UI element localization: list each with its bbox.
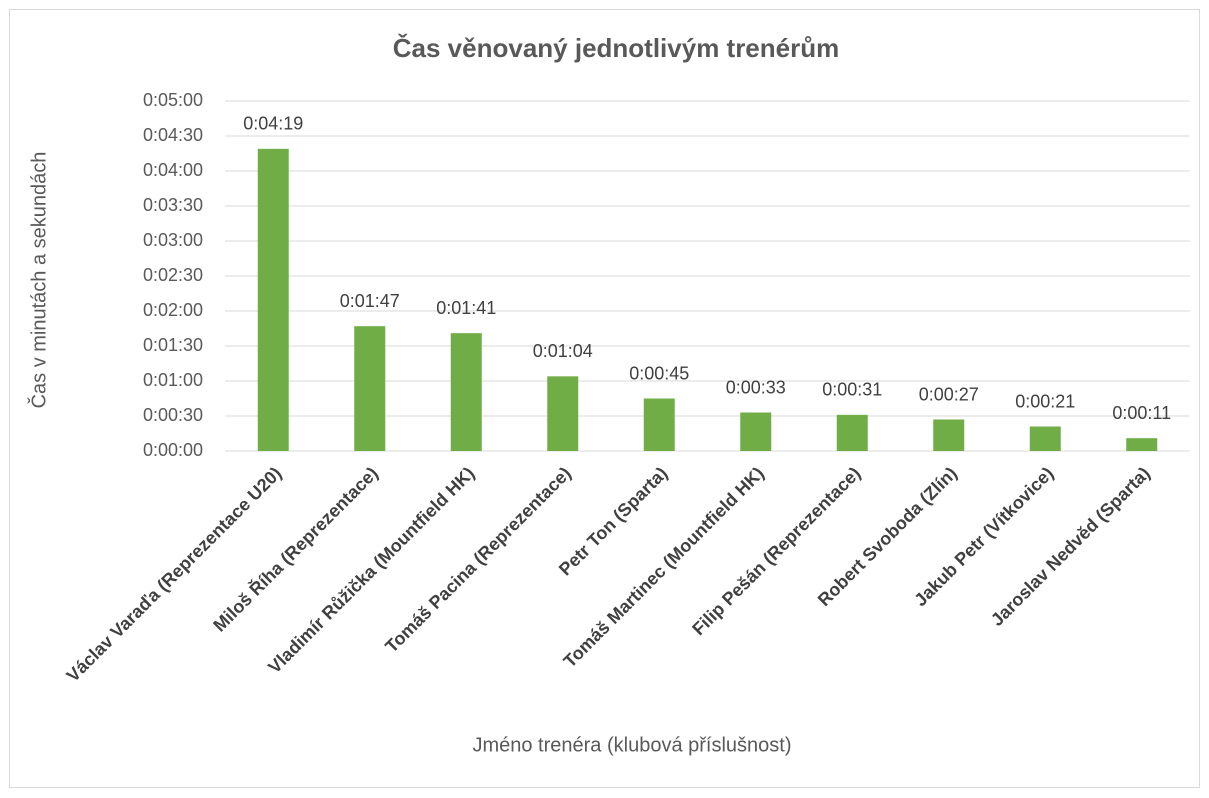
bar: [933, 419, 965, 451]
bar: [1126, 438, 1158, 451]
y-tick-label: 0:05:00: [143, 90, 203, 110]
bar: [1029, 426, 1061, 451]
value-label: 0:00:21: [1015, 391, 1075, 411]
bar: [354, 326, 386, 451]
y-tick-label: 0:04:00: [143, 160, 203, 180]
y-tick-label: 0:02:30: [143, 265, 203, 285]
y-tick-label: 0:01:00: [143, 370, 203, 390]
bar: [740, 412, 772, 451]
value-label: 0:00:45: [629, 363, 689, 383]
chart-title: Čas věnovaný jednotlivým trenérům: [393, 33, 839, 63]
chart-border: [9, 9, 1200, 788]
y-tick-label: 0:03:00: [143, 230, 203, 250]
y-tick-label: 0:01:30: [143, 335, 203, 355]
y-axis-label: Čas v minutách a sekundách: [27, 152, 50, 409]
bar: [836, 414, 868, 451]
value-label: 0:00:33: [726, 377, 786, 397]
value-label: 0:04:19: [243, 114, 303, 134]
value-label: 0:01:47: [340, 291, 400, 311]
bar: [450, 333, 482, 451]
value-label: 0:00:11: [1112, 403, 1171, 423]
value-label: 0:01:41: [436, 298, 496, 318]
x-axis-label: Jméno trenéra (klubová příslušnost): [472, 734, 791, 756]
y-tick-label: 0:04:30: [143, 125, 203, 145]
y-tick-label: 0:00:00: [143, 440, 203, 460]
value-label: 0:00:31: [822, 380, 882, 400]
value-label: 0:00:27: [919, 384, 979, 404]
y-tick-label: 0:03:30: [143, 195, 203, 215]
value-label: 0:01:04: [533, 341, 593, 361]
bar: [547, 376, 579, 451]
y-tick-label: 0:00:30: [143, 405, 203, 425]
bar: [257, 148, 289, 452]
bar: [643, 398, 675, 451]
y-tick-label: 0:02:00: [143, 300, 203, 320]
